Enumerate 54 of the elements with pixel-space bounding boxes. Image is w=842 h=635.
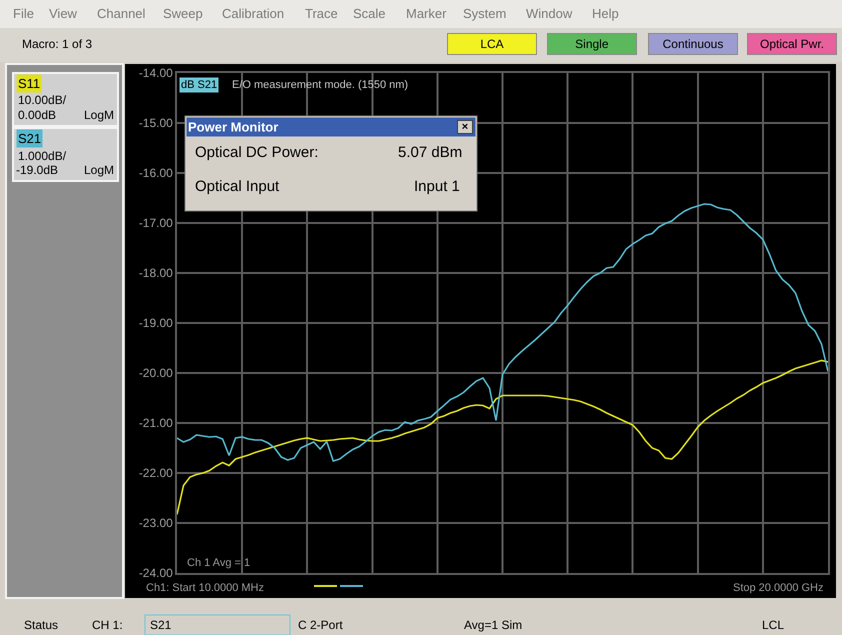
y-tick-label: -23.00 — [138, 516, 174, 530]
text: Channel — [97, 6, 146, 21]
text: Macro: 1 of 3 — [22, 37, 92, 51]
text: Avg=1 Sim — [464, 618, 522, 632]
y-tick-label: -19.00 — [138, 316, 174, 330]
text: CH 1: — [92, 618, 123, 632]
annotation: Optical DC Power: — [195, 144, 318, 161]
text: Window — [526, 6, 573, 21]
text: Marker — [406, 6, 448, 21]
text: 10.00dB/ — [18, 93, 67, 107]
annotation: Power Monitor — [188, 120, 278, 134]
text: 1.000dB/ — [18, 149, 67, 163]
annotation: dB S21 — [181, 79, 218, 91]
text: 0.00dB — [18, 108, 56, 122]
y-tick-label: -22.00 — [138, 466, 174, 480]
text: Optical Pwr. — [760, 37, 824, 51]
text: View — [49, 6, 78, 21]
text: Trace — [305, 6, 338, 21]
annotation: E/O measurement mode. (1550 nm) — [232, 79, 408, 91]
annotation: Optical Input — [195, 178, 280, 195]
annotation: Ch 1 Avg = 1 — [187, 557, 250, 569]
annotation: × — [462, 121, 468, 133]
text: S21 — [150, 618, 172, 632]
text: LogM — [84, 163, 114, 177]
text: Sweep — [163, 6, 203, 21]
annotation: Input 1 — [414, 178, 460, 195]
y-tick-label: -21.00 — [138, 416, 174, 430]
y-tick-label: -17.00 — [138, 216, 174, 230]
text: Continuous — [662, 37, 724, 51]
text: System — [463, 6, 506, 21]
text: -19.0dB — [16, 163, 58, 177]
text: C 2-Port — [298, 618, 344, 632]
line-series — [177, 203, 828, 462]
y-tick-label: -16.00 — [138, 166, 174, 180]
line-series — [177, 360, 828, 516]
y-tick-label: -20.00 — [138, 366, 174, 380]
text: Single — [575, 37, 609, 51]
y-tick-label: -15.00 — [138, 116, 174, 130]
text: Help — [592, 6, 619, 21]
y-tick-label: -18.00 — [138, 266, 174, 280]
text: LCL — [762, 618, 784, 632]
text: Status — [24, 618, 58, 632]
annotation: 5.07 dBm — [398, 144, 462, 161]
text: LogM — [84, 108, 114, 122]
text: S21 — [18, 131, 42, 146]
text: Calibration — [222, 6, 284, 21]
text: Scale — [353, 6, 386, 21]
text: Ch1: Start 10.0000 MHz — [146, 582, 264, 594]
text: LCA — [480, 37, 504, 51]
text: File — [13, 6, 34, 21]
text: Stop 20.0000 GHz — [733, 582, 824, 594]
text: S11 — [18, 76, 40, 91]
y-tick-label: -24.00 — [138, 566, 174, 580]
y-tick-label: -14.00 — [138, 66, 174, 80]
